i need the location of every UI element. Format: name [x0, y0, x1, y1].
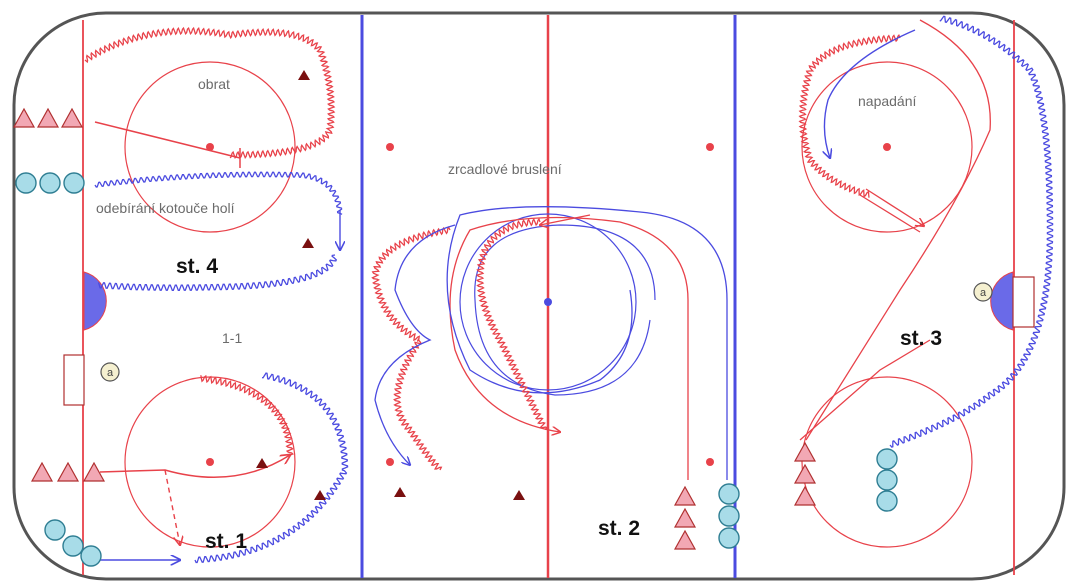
st3-red-line	[805, 19, 991, 441]
st1-players-circles	[44, 519, 102, 567]
drill-label-obrat: obrat	[198, 76, 230, 92]
drill-label-one-on-one: 1-1	[222, 330, 242, 346]
st2-players-triangles	[673, 485, 697, 550]
drill-label-zrcadlove: zrcadlové bruslení	[448, 161, 562, 177]
st3-red-double-arrow	[859, 188, 924, 232]
st3-players-circles	[876, 448, 898, 512]
drill-label-napadani: napadání	[858, 93, 917, 109]
left-goal-net	[63, 354, 85, 406]
svg-text:a: a	[107, 367, 114, 379]
mirror-skating-red-wavy	[371, 226, 451, 471]
station-label-st1: st. 1	[205, 530, 247, 553]
st3-players-triangles	[793, 441, 817, 506]
mirror-skating-red-arrow	[540, 214, 591, 225]
mirror-skating-inner-circle	[474, 224, 656, 396]
left-goal-crease	[83, 271, 107, 331]
mirror-skating-red-wavy-2	[475, 217, 549, 431]
st4-players-circles	[15, 172, 85, 194]
st3-red-wavy	[798, 33, 901, 198]
st4-players-triangles	[12, 107, 84, 128]
faceoff-circle-bottom-right	[801, 376, 973, 548]
mirror-skating-blue-curve	[374, 224, 456, 465]
station-label-st3: st. 3	[900, 327, 942, 350]
center-circle	[459, 213, 637, 391]
center-dot	[544, 298, 552, 306]
odebirani-puck-path	[94, 171, 343, 215]
goalie-icon: a	[973, 282, 993, 302]
mirror-skating-red-loop	[449, 216, 689, 480]
goalie-icon: a	[100, 362, 120, 382]
st1-puck-path	[194, 372, 349, 564]
st2-players-circles	[718, 483, 740, 549]
right-goal-net	[1012, 276, 1035, 328]
mirror-skating-blue-loop	[446, 206, 728, 480]
skating-path-obrat	[84, 26, 336, 160]
cone-markers	[298, 70, 314, 248]
obrat-pass-line	[94, 121, 241, 159]
station-label-st2: st. 2	[598, 517, 640, 540]
right-goal-crease	[990, 271, 1014, 331]
st4-return-path	[97, 254, 338, 291]
st3-red-bottom-line	[799, 339, 931, 441]
st3-blue-arrow	[824, 29, 916, 158]
drill-label-odebirani: odebírání kotouče holí	[96, 200, 235, 216]
faceoff-circle-top-right	[801, 61, 973, 233]
station-label-st4: st. 4	[176, 255, 218, 278]
cone-markers	[256, 458, 326, 500]
st1-skater-path	[200, 374, 295, 456]
faceoff-circle-top-left	[124, 61, 296, 233]
st1-players-triangles	[30, 461, 106, 482]
svg-text:a: a	[980, 287, 987, 299]
st3-blue-wavy	[889, 15, 1054, 448]
cone-markers	[394, 487, 525, 500]
st1-dashed-pass	[164, 469, 180, 545]
st1-skater-line	[99, 455, 290, 478]
